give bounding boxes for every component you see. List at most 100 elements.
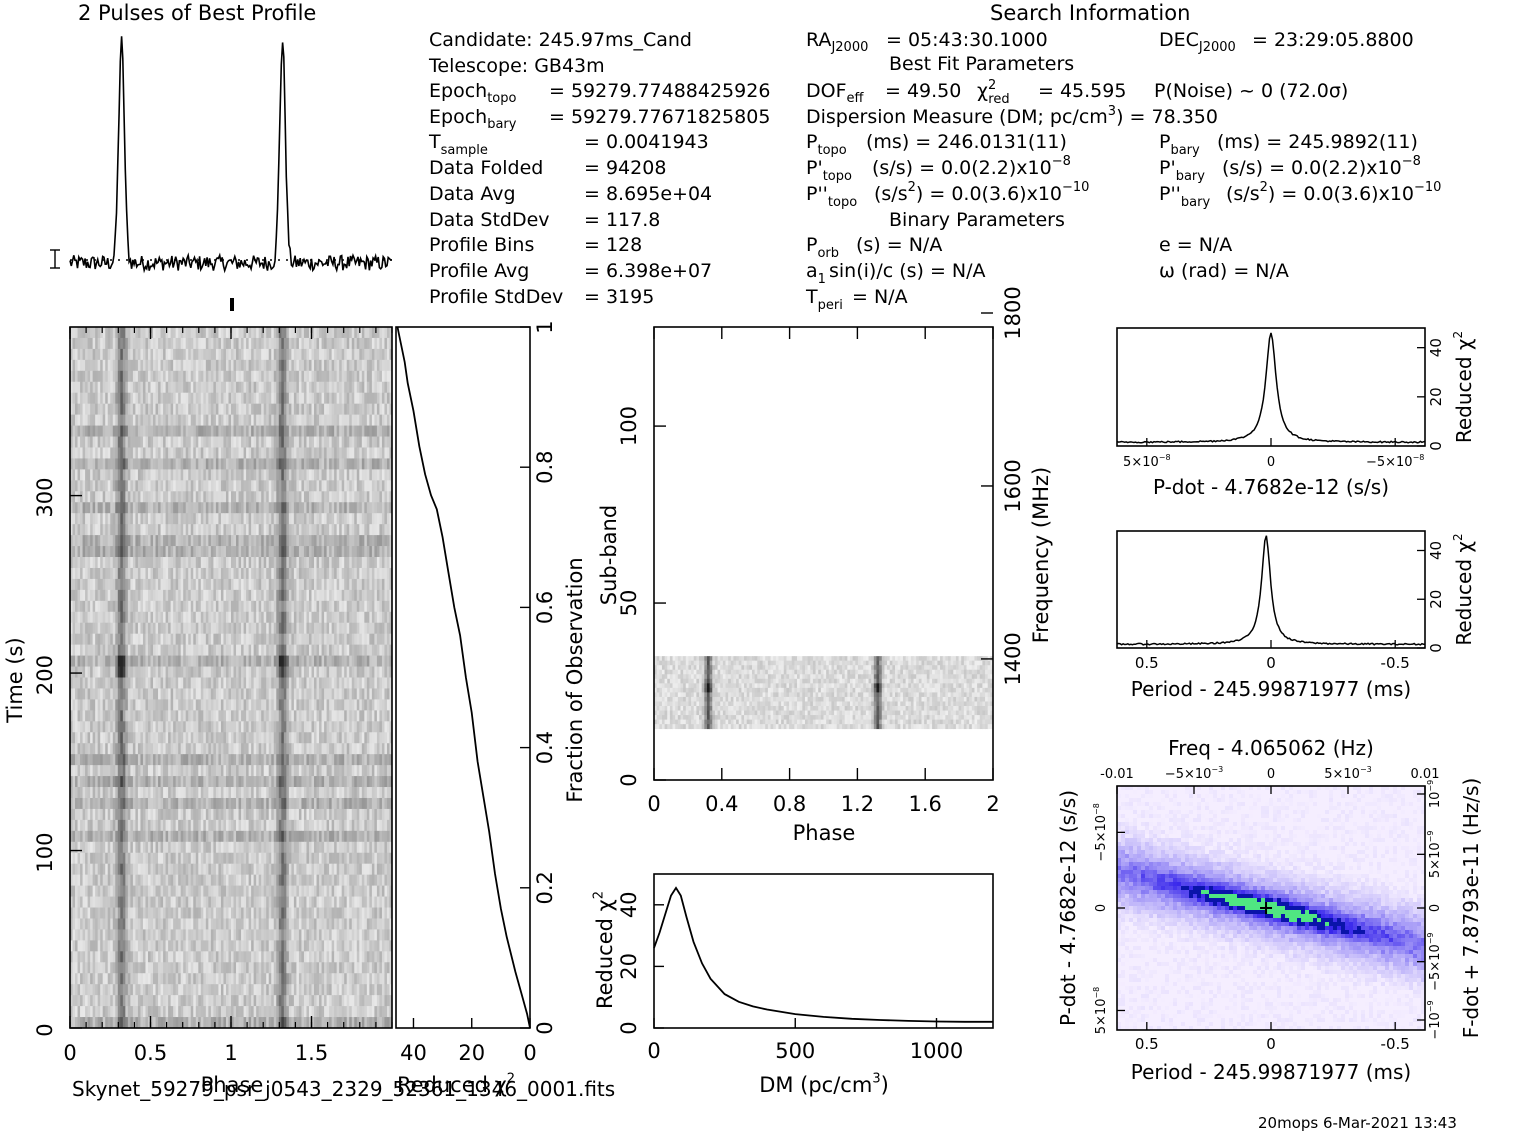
time-phase-cell xyxy=(274,338,277,349)
time-phase-cell xyxy=(221,513,224,524)
time-phase-cell xyxy=(359,623,362,634)
time-phase-cell xyxy=(246,699,249,710)
time-phase-cell xyxy=(327,437,330,448)
time-phase-cell xyxy=(223,491,226,502)
time-phase-cell xyxy=(274,437,277,448)
time-phase-cell xyxy=(90,513,93,524)
time-phase-cell xyxy=(176,612,179,623)
time-phase-cell xyxy=(176,699,179,710)
time-phase-cell xyxy=(73,535,76,546)
time-phase-cell xyxy=(234,469,237,480)
time-phase-cell xyxy=(332,590,335,601)
time-phase-cell xyxy=(241,338,244,349)
time-phase-cell xyxy=(133,426,136,437)
time-phase-cell xyxy=(206,382,209,393)
time-phase-cell xyxy=(93,623,96,634)
time-phase-cell xyxy=(342,447,345,458)
time-phase-cell xyxy=(231,699,234,710)
time-phase-cell xyxy=(178,480,181,491)
time-phase-cell xyxy=(130,404,133,415)
time-phase-cell xyxy=(271,645,274,656)
time-phase-cell xyxy=(95,469,98,480)
time-phase-cell xyxy=(332,415,335,426)
time-phase-cell xyxy=(140,579,143,590)
time-phase-cell xyxy=(118,678,121,689)
time-phase-cell xyxy=(337,426,340,437)
time-phase-cell xyxy=(306,645,309,656)
time-phase-cell xyxy=(198,699,201,710)
time-phase-cell xyxy=(193,590,196,601)
time-phase-cell xyxy=(329,557,332,568)
time-phase-cell xyxy=(115,667,118,678)
time-phase-cell xyxy=(291,634,294,645)
time-phase-cell xyxy=(372,469,375,480)
time-phase-cell xyxy=(88,447,91,458)
time-phase-cell xyxy=(88,360,91,371)
time-phase-cell xyxy=(254,404,257,415)
time-phase-cell xyxy=(118,667,121,678)
time-phase-cell xyxy=(113,480,116,491)
time-phase-cell xyxy=(193,656,196,667)
time-phase-cell xyxy=(120,590,123,601)
time-phase-cell xyxy=(128,382,131,393)
time-phase-cell xyxy=(186,371,189,382)
time-phase-cell xyxy=(276,743,279,754)
time-phase-cell xyxy=(198,535,201,546)
time-phase-cell xyxy=(279,437,282,448)
time-phase-cell xyxy=(93,491,96,502)
time-phase-cell xyxy=(264,710,267,721)
time-phase-cell xyxy=(231,601,234,612)
time-phase-cell xyxy=(279,469,282,480)
time-phase-cell xyxy=(118,656,121,667)
time-phase-cell xyxy=(223,360,226,371)
time-phase-cell xyxy=(334,371,337,382)
time-phase-cell xyxy=(322,612,325,623)
time-phase-cell xyxy=(286,601,289,612)
time-phase-cell xyxy=(256,568,259,579)
time-phase-cell xyxy=(113,513,116,524)
time-phase-cell xyxy=(178,524,181,535)
time-phase-cell xyxy=(352,634,355,645)
time-phase-cell xyxy=(317,491,320,502)
time-phase-cell xyxy=(103,360,106,371)
time-phase-cell xyxy=(296,645,299,656)
time-phase-cell xyxy=(344,480,347,491)
time-phase-cell xyxy=(377,579,380,590)
time-phase-cell xyxy=(241,491,244,502)
time-phase-cell xyxy=(334,349,337,360)
time-phase-cell xyxy=(171,590,174,601)
time-phase-cell xyxy=(211,678,214,689)
time-phase-cell xyxy=(73,469,76,480)
time-phase-cell xyxy=(140,634,143,645)
time-phase-cell xyxy=(347,513,350,524)
time-phase-cell xyxy=(83,415,86,426)
time-phase-cell xyxy=(166,579,169,590)
time-phase-cell xyxy=(367,535,370,546)
time-phase-cell xyxy=(231,393,234,404)
time-phase-cell xyxy=(349,371,352,382)
time-phase-cell xyxy=(289,382,292,393)
time-phase-cell xyxy=(322,590,325,601)
time-phase-cell xyxy=(271,437,274,448)
time-phase-cell xyxy=(171,656,174,667)
time-phase-cell xyxy=(168,437,171,448)
time-phase-cell xyxy=(359,371,362,382)
time-phase-cell xyxy=(377,568,380,579)
time-phase-cell xyxy=(281,437,284,448)
time-phase-cell xyxy=(113,382,116,393)
time-phase-cell xyxy=(379,513,382,524)
time-phase-cell xyxy=(80,360,83,371)
time-phase-cell xyxy=(145,623,148,634)
time-phase-cell xyxy=(239,360,242,371)
time-phase-cell xyxy=(186,634,189,645)
time-phase-cell xyxy=(251,557,254,568)
time-phase-cell xyxy=(259,447,262,458)
time-phase-cell xyxy=(128,688,131,699)
time-phase-cell xyxy=(322,502,325,513)
time-phase-cell xyxy=(133,447,136,458)
time-phase-cell xyxy=(254,393,257,404)
time-phase-cell xyxy=(151,426,154,437)
time-phase-cell xyxy=(281,557,284,568)
time-phase-cell xyxy=(83,623,86,634)
time-phase-cell xyxy=(339,327,342,338)
